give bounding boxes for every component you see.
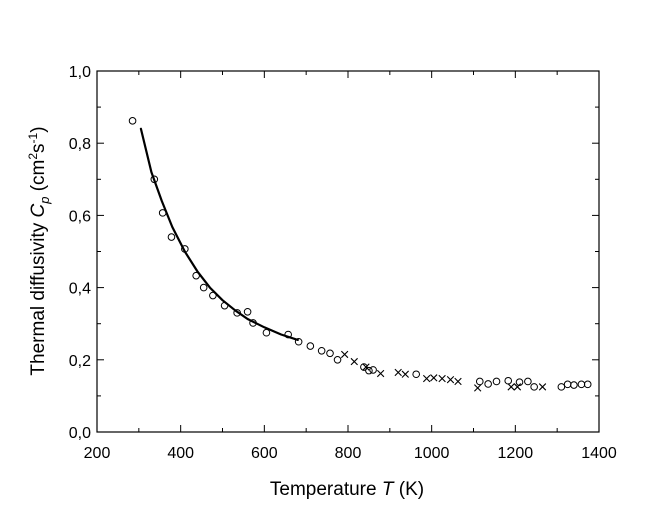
axis-ticks (96, 70, 600, 433)
data-point-cross (507, 383, 515, 391)
y-tick-label: 0,0 (69, 425, 91, 442)
x-tick-label: 1000 (414, 445, 450, 462)
data-point-circle (484, 380, 492, 388)
data-point-cross (350, 357, 358, 366)
data-point-circle (557, 383, 566, 391)
y-axis-unit-s: s (28, 143, 49, 153)
x-axis-label-text: Temperature (270, 479, 382, 500)
x-tick-label: 600 (251, 445, 278, 462)
data-point-circle (530, 383, 538, 391)
data-point-circle (209, 291, 217, 300)
data-point-circle (167, 233, 176, 241)
data-point-cross (376, 369, 385, 378)
plot-frame (96, 70, 600, 433)
x-tick-label: 1400 (581, 445, 617, 462)
data-point-circle (369, 366, 377, 374)
y-tick-label: 0,2 (69, 353, 91, 370)
x-tick-label: 1200 (498, 445, 534, 462)
data-point-circle (262, 328, 271, 337)
y-axis-symbol: C (28, 204, 49, 218)
data-point-circle (306, 342, 315, 350)
y-axis-unit-open: (cm (28, 160, 49, 197)
data-point-cross (473, 384, 482, 392)
y-axis-label-text: Thermal diffusivity (28, 218, 49, 376)
x-tick-label: 200 (84, 445, 111, 462)
data-point-cross (362, 363, 370, 371)
data-point-cross (394, 368, 402, 377)
data-point-circle (563, 380, 572, 389)
data-point-cross (446, 375, 455, 384)
y-tick-label: 0,8 (69, 136, 91, 153)
data-point-cross (454, 377, 462, 386)
x-tick-label: 400 (167, 445, 194, 462)
x-axis-label: Temperature T (K) (270, 479, 424, 500)
data-point-circle (583, 380, 592, 389)
y-tick-label: 0,4 (69, 281, 91, 298)
data-point-circle (475, 377, 484, 386)
data-point-cross (430, 374, 438, 382)
x-tick-label: 800 (335, 445, 362, 462)
data-point-circle (243, 307, 252, 316)
data-point-circle (504, 376, 513, 385)
data-point-circle (524, 377, 532, 386)
data-point-circle (199, 283, 208, 292)
data-point-circle (333, 356, 342, 364)
data-point-circle (412, 370, 420, 379)
y-axis-unit-sup-neg1: -1 (26, 132, 40, 143)
data-point-circle (317, 346, 326, 355)
data-marks (128, 117, 592, 392)
data-point-circle (326, 349, 334, 358)
data-point-cross (340, 350, 349, 359)
x-axis-unit: (K) (393, 479, 424, 500)
data-point-cross (438, 374, 446, 383)
y-tick-label: 0,6 (69, 208, 91, 225)
data-point-circle (294, 337, 303, 346)
fit-curve (139, 127, 299, 341)
tick-labels: 200 400 600 800 1000 1200 1400 0,0 0,2 0,4 0,6 0,8 1… (69, 64, 617, 462)
y-tick-label: 1,0 (69, 64, 91, 81)
data-point-circle (365, 366, 373, 375)
data-point-circle (360, 363, 368, 371)
data-point-cross (401, 370, 410, 378)
data-point-cross (422, 374, 431, 383)
x-axis-symbol: T (382, 479, 395, 500)
data-point-circle (577, 380, 586, 389)
data-point-cross (538, 383, 547, 391)
data-point-cross (513, 383, 522, 391)
y-axis-unit-sup2: 2 (26, 153, 40, 160)
y-axis-label: Thermal diffusivity Cp (cm2s-1) (26, 126, 52, 375)
data-point-circle (128, 117, 137, 125)
y-axis-unit-close: ) (28, 126, 49, 132)
y-axis-symbol-subscript: p (37, 197, 52, 205)
data-point-circle (492, 377, 501, 386)
data-point-circle (570, 381, 578, 389)
